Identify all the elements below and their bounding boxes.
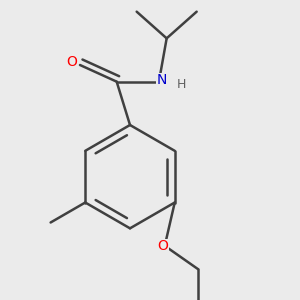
Text: O: O [66,55,77,69]
Text: N: N [157,73,167,87]
Text: H: H [177,78,186,91]
Text: O: O [158,239,169,253]
